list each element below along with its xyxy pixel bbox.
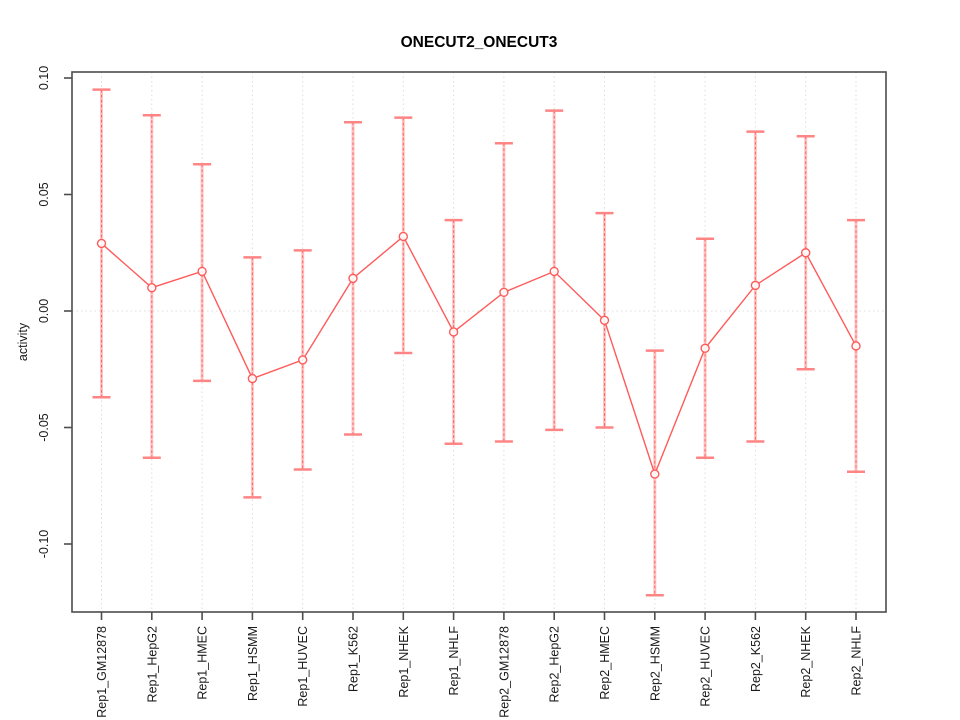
y-tick-label: -0.10 (37, 530, 51, 559)
data-point-marker (147, 283, 157, 293)
x-tick-label: Rep2_NHLF (850, 626, 864, 696)
y-tick-label: -0.05 (37, 413, 51, 442)
data-point-marker (700, 343, 710, 353)
x-tick-label: Rep1_HUVEC (296, 626, 310, 707)
x-tick-label: Rep2_HSMM (648, 626, 662, 701)
data-point-marker (599, 315, 610, 326)
data-point-marker (750, 280, 761, 291)
x-tick-label: Rep2_HUVEC (699, 626, 713, 707)
x-tick-label: Rep2_HMEC (598, 626, 612, 700)
data-point-marker (398, 231, 408, 242)
data-point-marker (298, 355, 308, 365)
x-tick-label: Rep1_HepG2 (145, 626, 159, 702)
data-point-marker (499, 287, 509, 298)
data-point-marker (96, 238, 107, 249)
data-point-marker (549, 266, 559, 277)
x-tick-label: Rep2_NHEK (799, 625, 813, 697)
x-tick-label: Rep1_GM12878 (95, 626, 109, 718)
y-tick-label: 0.05 (37, 182, 51, 206)
x-tick-label: Rep1_HSMM (246, 626, 260, 701)
y-axis-label: activity (16, 322, 30, 361)
data-point-marker (247, 373, 258, 384)
y-tick-label: 0.10 (37, 66, 51, 90)
x-tick-label: Rep2_HepG2 (548, 626, 562, 702)
data-point-marker (851, 341, 861, 351)
data-point-marker (197, 266, 207, 277)
data-point-marker (801, 248, 811, 258)
x-tick-label: Rep2_GM12878 (497, 626, 511, 718)
x-tick-label: Rep1_NHEK (397, 625, 411, 697)
series-line (101, 235, 857, 477)
x-tick-label: Rep1_NHLF (447, 626, 461, 696)
chart-title: ONECUT2_ONECUT3 (401, 34, 558, 51)
y-tick-label: 0.00 (37, 299, 51, 323)
x-tick-label: Rep1_HMEC (196, 626, 210, 700)
data-point-marker (650, 469, 660, 479)
x-tick-label: Rep1_K562 (347, 626, 361, 692)
data-point-marker (348, 273, 358, 284)
plot-border (71, 71, 887, 613)
data-point-marker (448, 327, 459, 337)
x-tick-label: Rep2_K562 (749, 626, 763, 692)
